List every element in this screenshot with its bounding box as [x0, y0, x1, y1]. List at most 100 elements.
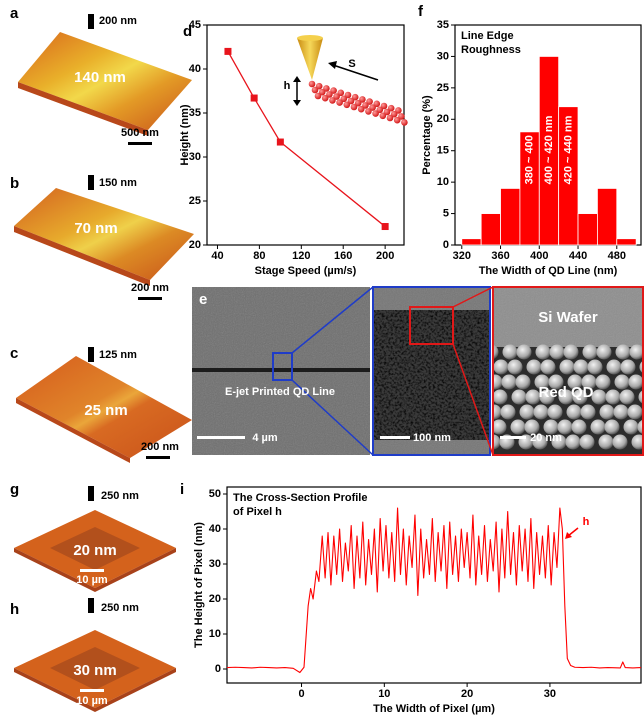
- qd-texture: [373, 310, 490, 440]
- data-point: [250, 94, 258, 102]
- region-label: Red QD: [538, 384, 593, 401]
- data-line: [226, 507, 642, 674]
- x-tick-label: 320: [453, 250, 471, 262]
- y-tick-label: 25: [437, 82, 449, 94]
- qd-dot: [308, 80, 316, 88]
- quantum-dot: [524, 419, 540, 435]
- afm-panel-g: g 250 nm 20 nm 10 µm: [10, 481, 176, 592]
- x-tick-label: 10: [378, 688, 390, 700]
- qd-dot: [354, 99, 362, 107]
- qd-dot: [323, 85, 330, 92]
- quantum-dot: [631, 434, 644, 450]
- quantum-dot: [493, 404, 502, 420]
- quantum-dot: [613, 404, 629, 420]
- qd-dot: [329, 97, 336, 104]
- quantum-dot: [595, 374, 611, 390]
- quantum-dot: [549, 344, 565, 360]
- quantum-dot: [623, 419, 639, 435]
- quantum-dot: [567, 374, 583, 390]
- scale-bar: [138, 297, 162, 300]
- arrow-head: [293, 76, 301, 82]
- scale-bar: [500, 436, 526, 439]
- quantum-dot: [533, 404, 549, 420]
- y-axis-label: Percentage (%): [421, 95, 433, 175]
- annotation: h: [583, 516, 590, 528]
- quantum-dot: [596, 344, 612, 360]
- y-axis-label: The Height of Pixel (nm): [193, 522, 205, 648]
- qd-dot: [380, 102, 388, 110]
- y-tick-label: 20: [209, 593, 221, 605]
- quantum-dot: [579, 434, 595, 450]
- x-tick-label: 40: [211, 250, 223, 262]
- surface: [18, 32, 192, 130]
- x-axis-label: The Width of QD Line (nm): [479, 265, 618, 277]
- quantum-dot: [590, 419, 606, 435]
- tip: [297, 38, 323, 80]
- quantum-dot: [511, 389, 527, 405]
- x-tick-label: 20: [461, 688, 473, 700]
- sem-panel: e E-jet Printed QD Line 4 µm 100 nm Si W…: [192, 286, 644, 456]
- data-line: [227, 51, 386, 228]
- quantum-dot: [605, 389, 621, 405]
- qd-line: [192, 368, 370, 372]
- afm-panel-b: b 150 nm 70 nm 200 nm: [10, 175, 194, 300]
- z-bar: [88, 14, 94, 29]
- z-scale: 250 nm: [101, 602, 139, 614]
- zoom-line: [291, 286, 374, 354]
- chart-i: i 0 10 20 30 0 10 20 30 40 50 The Width of Pixel (µ…: [180, 481, 642, 715]
- zoom-box: [409, 306, 454, 345]
- plot-frame: [226, 486, 642, 684]
- qd-dot: [330, 87, 337, 94]
- height-label: 25 nm: [84, 402, 127, 419]
- qd-dot: [343, 101, 351, 109]
- data-point: [276, 138, 284, 146]
- bar-label: 420 ~ 440 nm: [562, 115, 574, 184]
- scale-text: 4 µm: [252, 432, 278, 444]
- quantum-dot: [493, 374, 503, 390]
- bar: [616, 238, 637, 246]
- quantum-dot: [581, 374, 597, 390]
- y-tick-label: 10: [437, 176, 449, 188]
- qd-dot: [340, 95, 348, 103]
- quantum-dot: [500, 404, 516, 420]
- quantum-dot: [510, 419, 526, 435]
- qd-dot: [369, 104, 376, 111]
- quantum-dot: [558, 389, 574, 405]
- y-tick-label: 0: [215, 663, 221, 675]
- quantum-dot: [566, 404, 582, 420]
- qd-dot: [336, 99, 343, 106]
- quantum-dot: [612, 434, 628, 450]
- bar: [480, 213, 501, 246]
- quantum-dot: [587, 359, 603, 375]
- surface: [14, 188, 194, 280]
- bar: [558, 106, 579, 246]
- quantum-dot: [493, 359, 509, 375]
- pixel: [50, 527, 140, 570]
- z-scale: 150 nm: [99, 177, 137, 189]
- scale-bar: [380, 436, 410, 439]
- quantum-dot: [525, 389, 541, 405]
- bar: [577, 213, 598, 246]
- quantum-dot: [628, 374, 644, 390]
- quantum-dot: [539, 389, 555, 405]
- zoom-line: [452, 343, 494, 456]
- surface-edge: [16, 398, 130, 463]
- chart-title: of Pixel h: [233, 506, 282, 518]
- quantum-dot: [582, 344, 598, 360]
- qd-dot: [350, 103, 358, 111]
- qd-dot: [365, 108, 372, 115]
- chart-title: The Cross-Section Profile: [233, 492, 367, 504]
- quantum-dot: [501, 374, 517, 390]
- quantum-dot: [557, 419, 573, 435]
- scale-text: 200 nm: [131, 282, 169, 294]
- tip-top: [297, 35, 323, 41]
- qd-dot: [337, 89, 345, 97]
- bar: [597, 188, 618, 246]
- scale-bar: [128, 142, 152, 145]
- qd-dot: [351, 93, 359, 101]
- x-tick-label: 400: [530, 250, 548, 262]
- y-tick-label: 45: [189, 19, 201, 31]
- sem-zoom-1: [373, 287, 490, 455]
- x-tick-label: 0: [298, 688, 304, 700]
